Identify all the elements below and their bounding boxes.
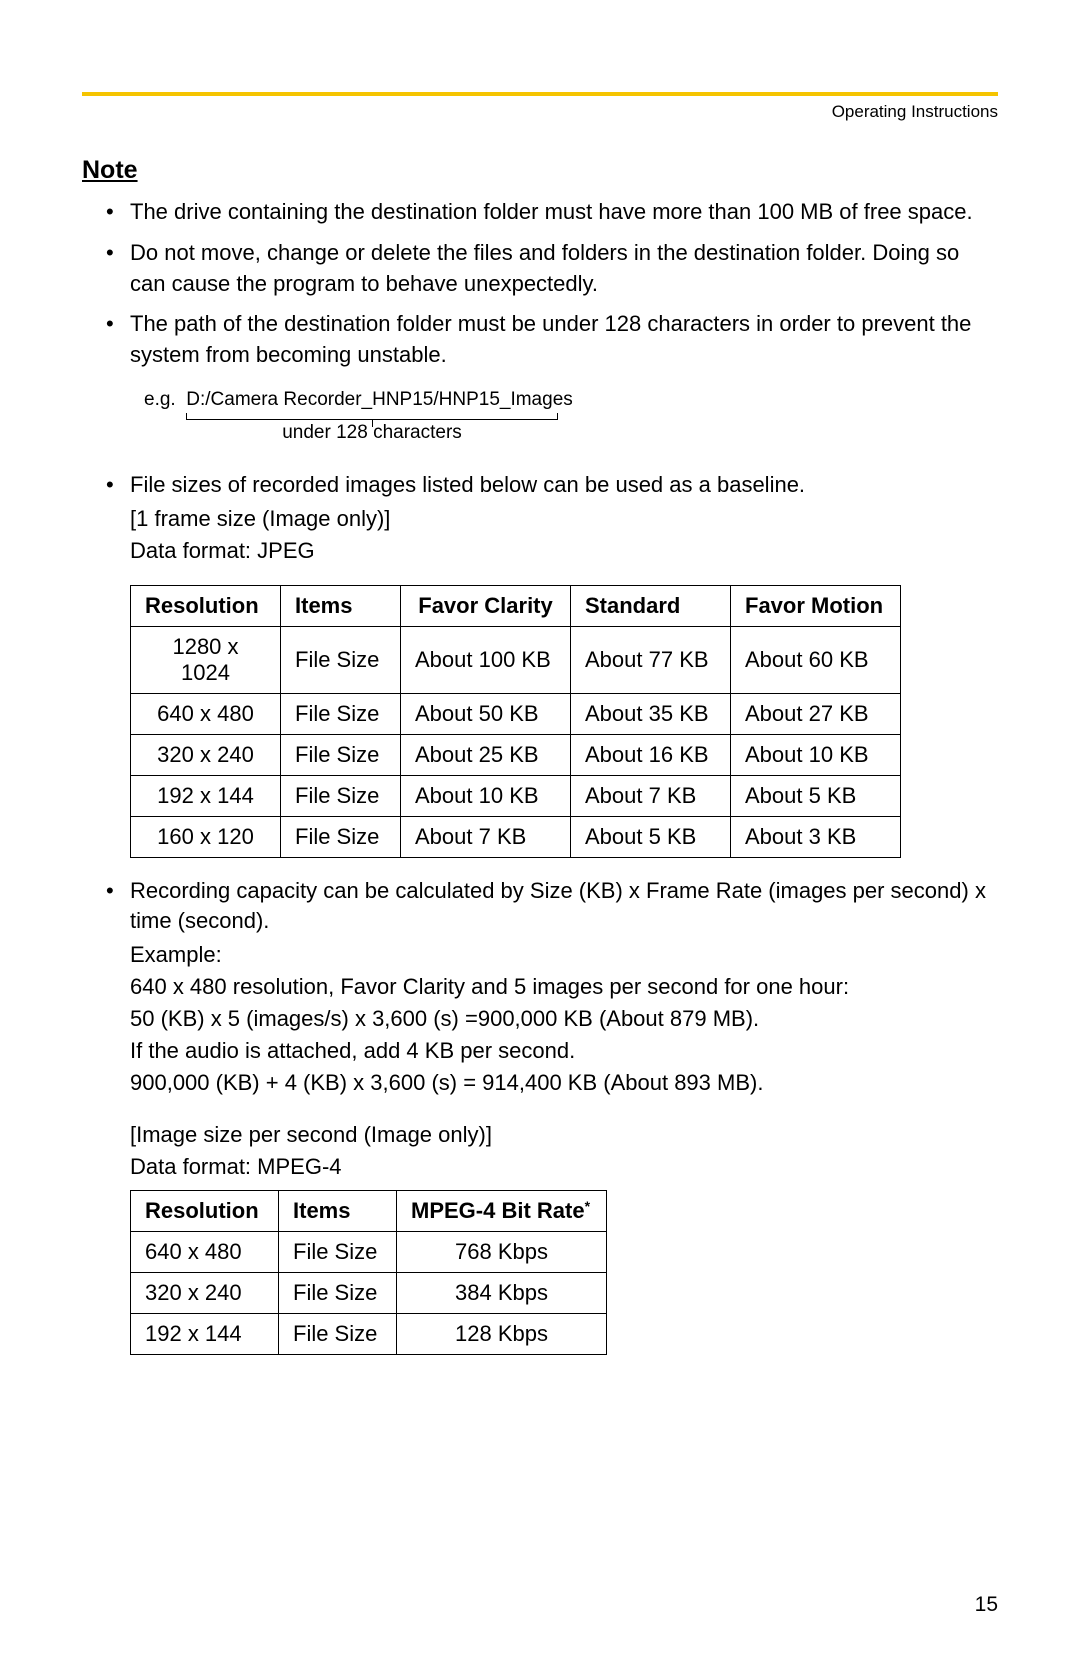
cell: File Size	[279, 1314, 397, 1355]
cell: File Size	[279, 1232, 397, 1273]
bullet-list-a: The drive containing the destination fol…	[82, 197, 998, 371]
cell: About 7 KB	[401, 816, 571, 857]
cell: About 100 KB	[401, 626, 571, 693]
asterisk: *	[585, 1198, 590, 1214]
note-heading: Note	[82, 156, 998, 185]
cell: File Size	[279, 1273, 397, 1314]
example-heading: Example:	[130, 939, 998, 971]
cell: File Size	[281, 816, 401, 857]
jpeg-size-table: Resolution Items Favor Clarity Standard …	[130, 585, 901, 858]
col-header: Resolution	[131, 585, 281, 626]
col-header: Resolution	[131, 1191, 279, 1232]
bullet-text: File sizes of recorded images listed bel…	[130, 472, 805, 497]
cell: 192 x 144	[131, 1314, 279, 1355]
bullet-item: The drive containing the destination fol…	[130, 197, 998, 228]
page-number: 15	[975, 1593, 998, 1617]
cell: 320 x 240	[131, 734, 281, 775]
cell: 320 x 240	[131, 1273, 279, 1314]
cell: About 10 KB	[401, 775, 571, 816]
cell: File Size	[281, 734, 401, 775]
example-line: If the audio is attached, add 4 KB per s…	[130, 1035, 998, 1067]
cell: About 7 KB	[571, 775, 731, 816]
table-row: 320 x 240 File Size About 25 KB About 16…	[131, 734, 901, 775]
col-header: Items	[279, 1191, 397, 1232]
example-line: 640 x 480 resolution, Favor Clarity and …	[130, 971, 998, 1003]
example-path-block: e.g. D:/Camera Recorder_HNP15/HNP15_Imag…	[144, 389, 998, 444]
cell: 128 Kbps	[397, 1314, 607, 1355]
cell: About 77 KB	[571, 626, 731, 693]
col-header: MPEG-4 Bit Rate*	[397, 1191, 607, 1232]
cell: File Size	[281, 693, 401, 734]
bullet-item: The path of the destination folder must …	[130, 309, 998, 371]
table-row: 640 x 480 File Size 768 Kbps	[131, 1232, 607, 1273]
cell: About 35 KB	[571, 693, 731, 734]
cell: About 10 KB	[731, 734, 901, 775]
cell: About 16 KB	[571, 734, 731, 775]
cell: About 25 KB	[401, 734, 571, 775]
table-row: 192 x 144 File Size About 10 KB About 7 …	[131, 775, 901, 816]
cell: About 60 KB	[731, 626, 901, 693]
sub-line: Data format: JPEG	[130, 535, 998, 567]
col-header: Standard	[571, 585, 731, 626]
cell: 384 Kbps	[397, 1273, 607, 1314]
col-header: Items	[281, 585, 401, 626]
cell: About 27 KB	[731, 693, 901, 734]
eg-prefix: e.g.	[144, 389, 176, 410]
sub-line: [1 frame size (Image only)]	[130, 503, 998, 535]
cell: 1280 x 1024	[131, 626, 281, 693]
example-line: 50 (KB) x 5 (images/s) x 3,600 (s) =900,…	[130, 1003, 998, 1035]
table-row: 192 x 144 File Size 128 Kbps	[131, 1314, 607, 1355]
mpeg4-intro: [Image size per second (Image only)] Dat…	[130, 1119, 998, 1183]
table-row: 320 x 240 File Size 384 Kbps	[131, 1273, 607, 1314]
table-row: 160 x 120 File Size About 7 KB About 5 K…	[131, 816, 901, 857]
header-label: Operating Instructions	[82, 102, 998, 122]
table-header-row: Resolution Items Favor Clarity Standard …	[131, 585, 901, 626]
cell: File Size	[281, 775, 401, 816]
page: Operating Instructions Note The drive co…	[0, 0, 1080, 1669]
top-rule	[82, 92, 998, 96]
cell: About 5 KB	[571, 816, 731, 857]
cell: About 3 KB	[731, 816, 901, 857]
cell: 768 Kbps	[397, 1232, 607, 1273]
cell: 640 x 480	[131, 693, 281, 734]
table-row: 640 x 480 File Size About 50 KB About 35…	[131, 693, 901, 734]
cell: About 5 KB	[731, 775, 901, 816]
table-row: 1280 x 1024 File Size About 100 KB About…	[131, 626, 901, 693]
cell: About 50 KB	[401, 693, 571, 734]
col-header: Favor Clarity	[401, 585, 571, 626]
bullet-item: Recording capacity can be calculated by …	[130, 876, 998, 1099]
bullet-item: File sizes of recorded images listed bel…	[130, 470, 998, 567]
bullet-list-c: Recording capacity can be calculated by …	[82, 876, 998, 1099]
col-header: Favor Motion	[731, 585, 901, 626]
bullet-list-b: File sizes of recorded images listed bel…	[82, 470, 998, 567]
bullet-item: Do not move, change or delete the files …	[130, 238, 998, 300]
sub-line: [Image size per second (Image only)]	[130, 1119, 998, 1151]
table-header-row: Resolution Items MPEG-4 Bit Rate*	[131, 1191, 607, 1232]
cell: 192 x 144	[131, 775, 281, 816]
mpeg4-bitrate-table: Resolution Items MPEG-4 Bit Rate* 640 x …	[130, 1190, 607, 1355]
bullet-text: Recording capacity can be calculated by …	[130, 878, 986, 934]
sub-line: Data format: MPEG-4	[130, 1151, 998, 1183]
cell: File Size	[281, 626, 401, 693]
cell: 160 x 120	[131, 816, 281, 857]
eg-path: D:/Camera Recorder_HNP15/HNP15_Images	[186, 389, 573, 415]
example-line: 900,000 (KB) + 4 (KB) x 3,600 (s) = 914,…	[130, 1067, 998, 1099]
eg-brace	[186, 419, 558, 420]
cell: 640 x 480	[131, 1232, 279, 1273]
